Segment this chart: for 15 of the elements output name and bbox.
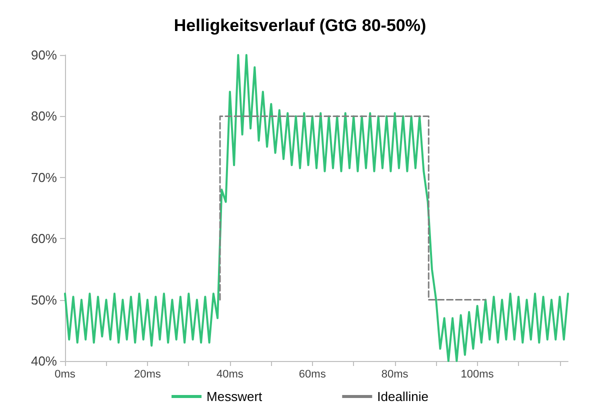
- y-tick-label: 70%: [30, 170, 58, 185]
- x-tick-label: 80ms: [381, 368, 409, 380]
- y-tick-label: 50%: [30, 292, 58, 308]
- x-tick-label: 0ms: [54, 368, 76, 380]
- y-tick-label: 60%: [30, 231, 58, 246]
- legend-label: Ideallinie: [377, 389, 428, 404]
- x-tick-label: 20ms: [134, 368, 162, 380]
- y-tick-label: 80%: [30, 108, 58, 124]
- chart-title: Helligkeitsverlauf (GtG 80-50%): [174, 16, 426, 35]
- x-tick-label: 100ms: [460, 368, 494, 380]
- legend-label: Messwert: [206, 389, 263, 404]
- x-tick-label: 60ms: [298, 368, 326, 380]
- x-tick-label: 40ms: [216, 368, 244, 380]
- y-tick-label: 90%: [30, 48, 58, 62]
- y-tick-label: 40%: [30, 354, 58, 368]
